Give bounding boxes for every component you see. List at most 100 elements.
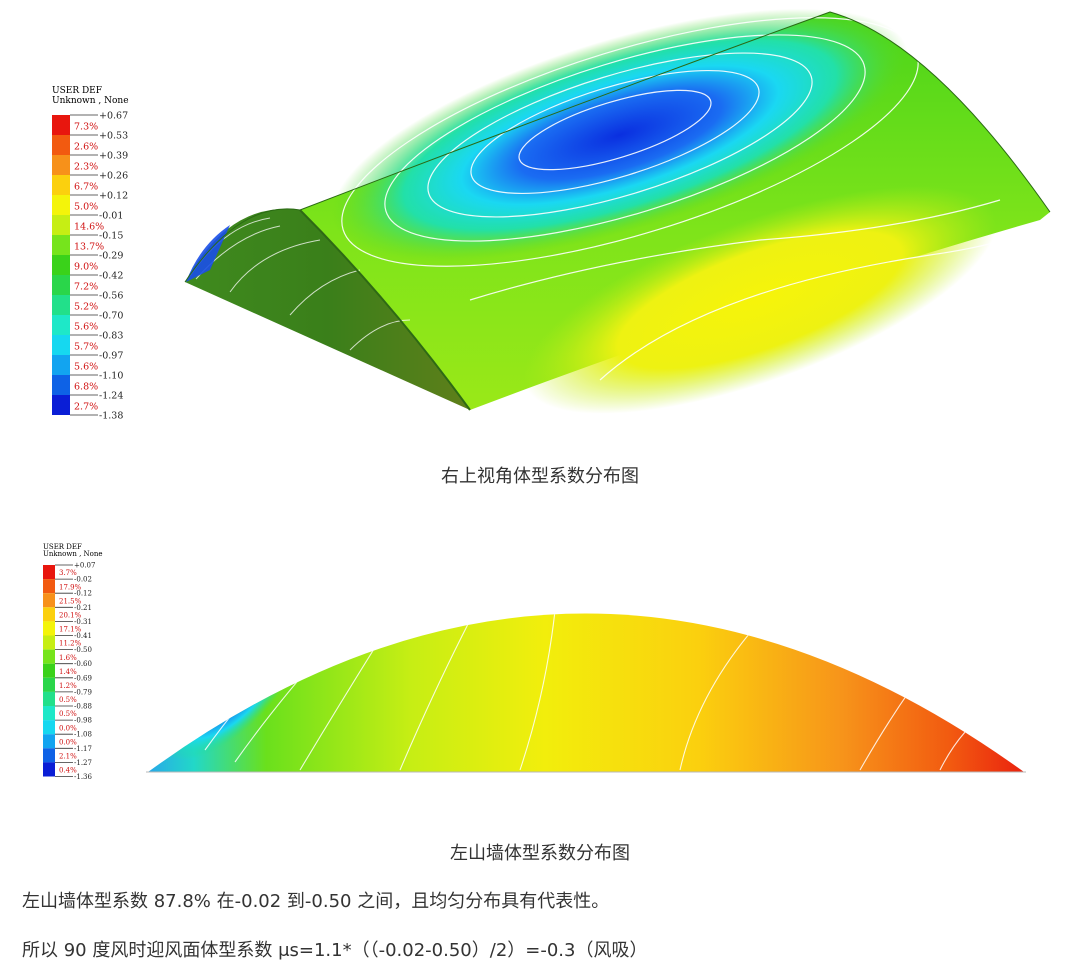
figure-2: USER DEF Unknown , None 3.7% 17.9% 21.5% 20… bbox=[0, 500, 1080, 800]
legend-1-header-1: USER DEF bbox=[52, 86, 102, 96]
legend-1-swatch bbox=[52, 235, 70, 255]
legend-1-percent: 5.0% bbox=[74, 201, 98, 212]
roof-yellow-zone bbox=[523, 186, 997, 414]
legend-2-value: -0.12 bbox=[74, 590, 92, 598]
legend-2-swatch bbox=[43, 565, 55, 580]
figure-2-caption: 左山墙体型系数分布图 bbox=[450, 843, 630, 864]
legend-1-swatch bbox=[52, 395, 70, 415]
legend-2-percent: 1.2% bbox=[59, 682, 77, 690]
end-wall bbox=[185, 208, 470, 410]
legend-1-percent: 5.6% bbox=[74, 361, 98, 372]
legend-2-swatch bbox=[43, 593, 55, 608]
legend-1-percent: 2.3% bbox=[74, 161, 98, 172]
legend-2-percent: 17.1% bbox=[59, 626, 82, 634]
legend-1-swatch bbox=[52, 295, 70, 315]
paragraph-2: 所以 90 度风时迎风面体型系数 μs=1.1*（（-0.02-0.50）/2）… bbox=[22, 940, 648, 961]
legend-2-swatch bbox=[43, 649, 55, 664]
legend-1-percent: 7.2% bbox=[74, 281, 98, 292]
legend-2-value: -0.60 bbox=[74, 660, 92, 668]
legend-1-value: -0.56 bbox=[99, 290, 123, 301]
legend-2-percent: 1.6% bbox=[59, 654, 77, 662]
legend-2-value: -0.02 bbox=[74, 576, 92, 584]
legend-1-value: -0.97 bbox=[99, 350, 123, 361]
legend-2-swatch bbox=[43, 635, 55, 650]
legend-1-value: +0.26 bbox=[99, 170, 128, 181]
legend-1-swatch bbox=[52, 215, 70, 235]
legend-2-swatch bbox=[43, 748, 55, 763]
legend-1-percent: 6.7% bbox=[74, 181, 98, 192]
legend-2-percent: 0.5% bbox=[59, 696, 77, 704]
legend-1-swatch bbox=[52, 195, 70, 215]
legend-2: USER DEF Unknown , None 3.7% 17.9% 21.5% 20… bbox=[43, 543, 103, 781]
legend-1-value: +0.67 bbox=[99, 110, 128, 121]
gable-surface bbox=[148, 613, 1024, 772]
legend-1-swatch bbox=[52, 275, 70, 295]
legend-2-value: -0.41 bbox=[74, 632, 92, 640]
legend-1-swatch bbox=[52, 255, 70, 275]
legend-1-percent: 2.7% bbox=[74, 401, 98, 412]
roof-blue-zone bbox=[331, 8, 909, 262]
legend-1-percent: 13.7% bbox=[74, 241, 104, 252]
legend-1-percent: 5.7% bbox=[74, 341, 98, 352]
legend-2-percent: 11.2% bbox=[59, 640, 82, 648]
legend-2-swatch bbox=[43, 706, 55, 721]
legend-2-percent: 1.4% bbox=[59, 668, 77, 676]
legend-2-value: -0.69 bbox=[74, 674, 92, 682]
legend-2-value: -0.50 bbox=[74, 646, 92, 654]
legend-2-percent: 3.7% bbox=[59, 569, 77, 577]
legend-1-swatch bbox=[52, 115, 70, 135]
legend-1-value: -0.29 bbox=[99, 250, 123, 261]
legend-2-value: -0.88 bbox=[74, 702, 92, 710]
figure-2-canvas: USER DEF Unknown , None 3.7% 17.9% 21.5% 20… bbox=[43, 543, 1026, 781]
legend-2-value: -0.98 bbox=[74, 717, 92, 725]
figure-1-caption: 右上视角体型系数分布图 bbox=[441, 466, 639, 487]
legend-2-value: +0.07 bbox=[74, 561, 95, 569]
legend-1-percent: 5.6% bbox=[74, 321, 98, 332]
legend-2-percent: 0.0% bbox=[59, 724, 77, 732]
legend-2-swatch bbox=[43, 663, 55, 678]
legend-1-swatch bbox=[52, 375, 70, 395]
legend-2-percent: 0.5% bbox=[59, 710, 77, 718]
legend-2-swatch bbox=[43, 579, 55, 594]
legend-1-swatch bbox=[52, 135, 70, 155]
legend-1-value: -1.10 bbox=[99, 370, 123, 381]
legend-1: USER DEF Unknown , None 7.3% 2.6% 2.3% 6.7%… bbox=[52, 86, 129, 421]
legend-2-value: -0.21 bbox=[74, 604, 92, 612]
legend-2-value: -0.31 bbox=[74, 618, 92, 626]
legend-2-value: -0.79 bbox=[74, 688, 92, 696]
legend-2-swatch bbox=[43, 691, 55, 706]
legend-2-percent: 2.1% bbox=[59, 752, 77, 760]
legend-2-swatch bbox=[43, 734, 55, 749]
legend-2-percent: 17.9% bbox=[59, 583, 82, 591]
legend-1-value: +0.12 bbox=[99, 190, 128, 201]
legend-1-swatch bbox=[52, 155, 70, 175]
legend-1-percent: 2.6% bbox=[74, 141, 98, 152]
legend-1-value: -0.15 bbox=[99, 230, 123, 241]
legend-1-percent: 6.8% bbox=[74, 381, 98, 392]
legend-1-percent: 7.3% bbox=[74, 121, 98, 132]
legend-2-percent: 0.0% bbox=[59, 738, 77, 746]
legend-2-swatch bbox=[43, 720, 55, 735]
legend-1-value: -0.70 bbox=[99, 310, 123, 321]
legend-2-swatch bbox=[43, 621, 55, 636]
roof-contours bbox=[341, 17, 1031, 381]
legend-1-percent: 14.6% bbox=[74, 221, 104, 232]
legend-2-swatch bbox=[43, 762, 55, 777]
legend-2-percent: 20.1% bbox=[59, 611, 82, 619]
figure-1: USER DEF Unknown , None 7.3% 2.6% 2.3% 6.7%… bbox=[0, 0, 1080, 440]
legend-1-value: +0.39 bbox=[99, 150, 128, 161]
legend-1-value: -0.42 bbox=[99, 270, 123, 281]
legend-1-swatch bbox=[52, 355, 70, 375]
legend-2-value: -1.27 bbox=[74, 759, 92, 767]
legend-1-swatch bbox=[52, 315, 70, 335]
legend-1-percent: 9.0% bbox=[74, 261, 98, 272]
legend-2-swatch bbox=[43, 677, 55, 692]
legend-2-value: -1.08 bbox=[74, 731, 92, 739]
legend-2-value: -1.17 bbox=[74, 745, 92, 753]
paragraph-1: 左山墙体型系数 87.8% 在-0.02 到-0.50 之间，且均匀分布具有代表… bbox=[22, 891, 610, 912]
legend-2-percent: 0.4% bbox=[59, 767, 77, 775]
legend-2-percent: 21.5% bbox=[59, 597, 82, 605]
legend-1-swatch bbox=[52, 335, 70, 355]
legend-2-swatch bbox=[43, 607, 55, 622]
legend-1-value: +0.53 bbox=[99, 130, 128, 141]
